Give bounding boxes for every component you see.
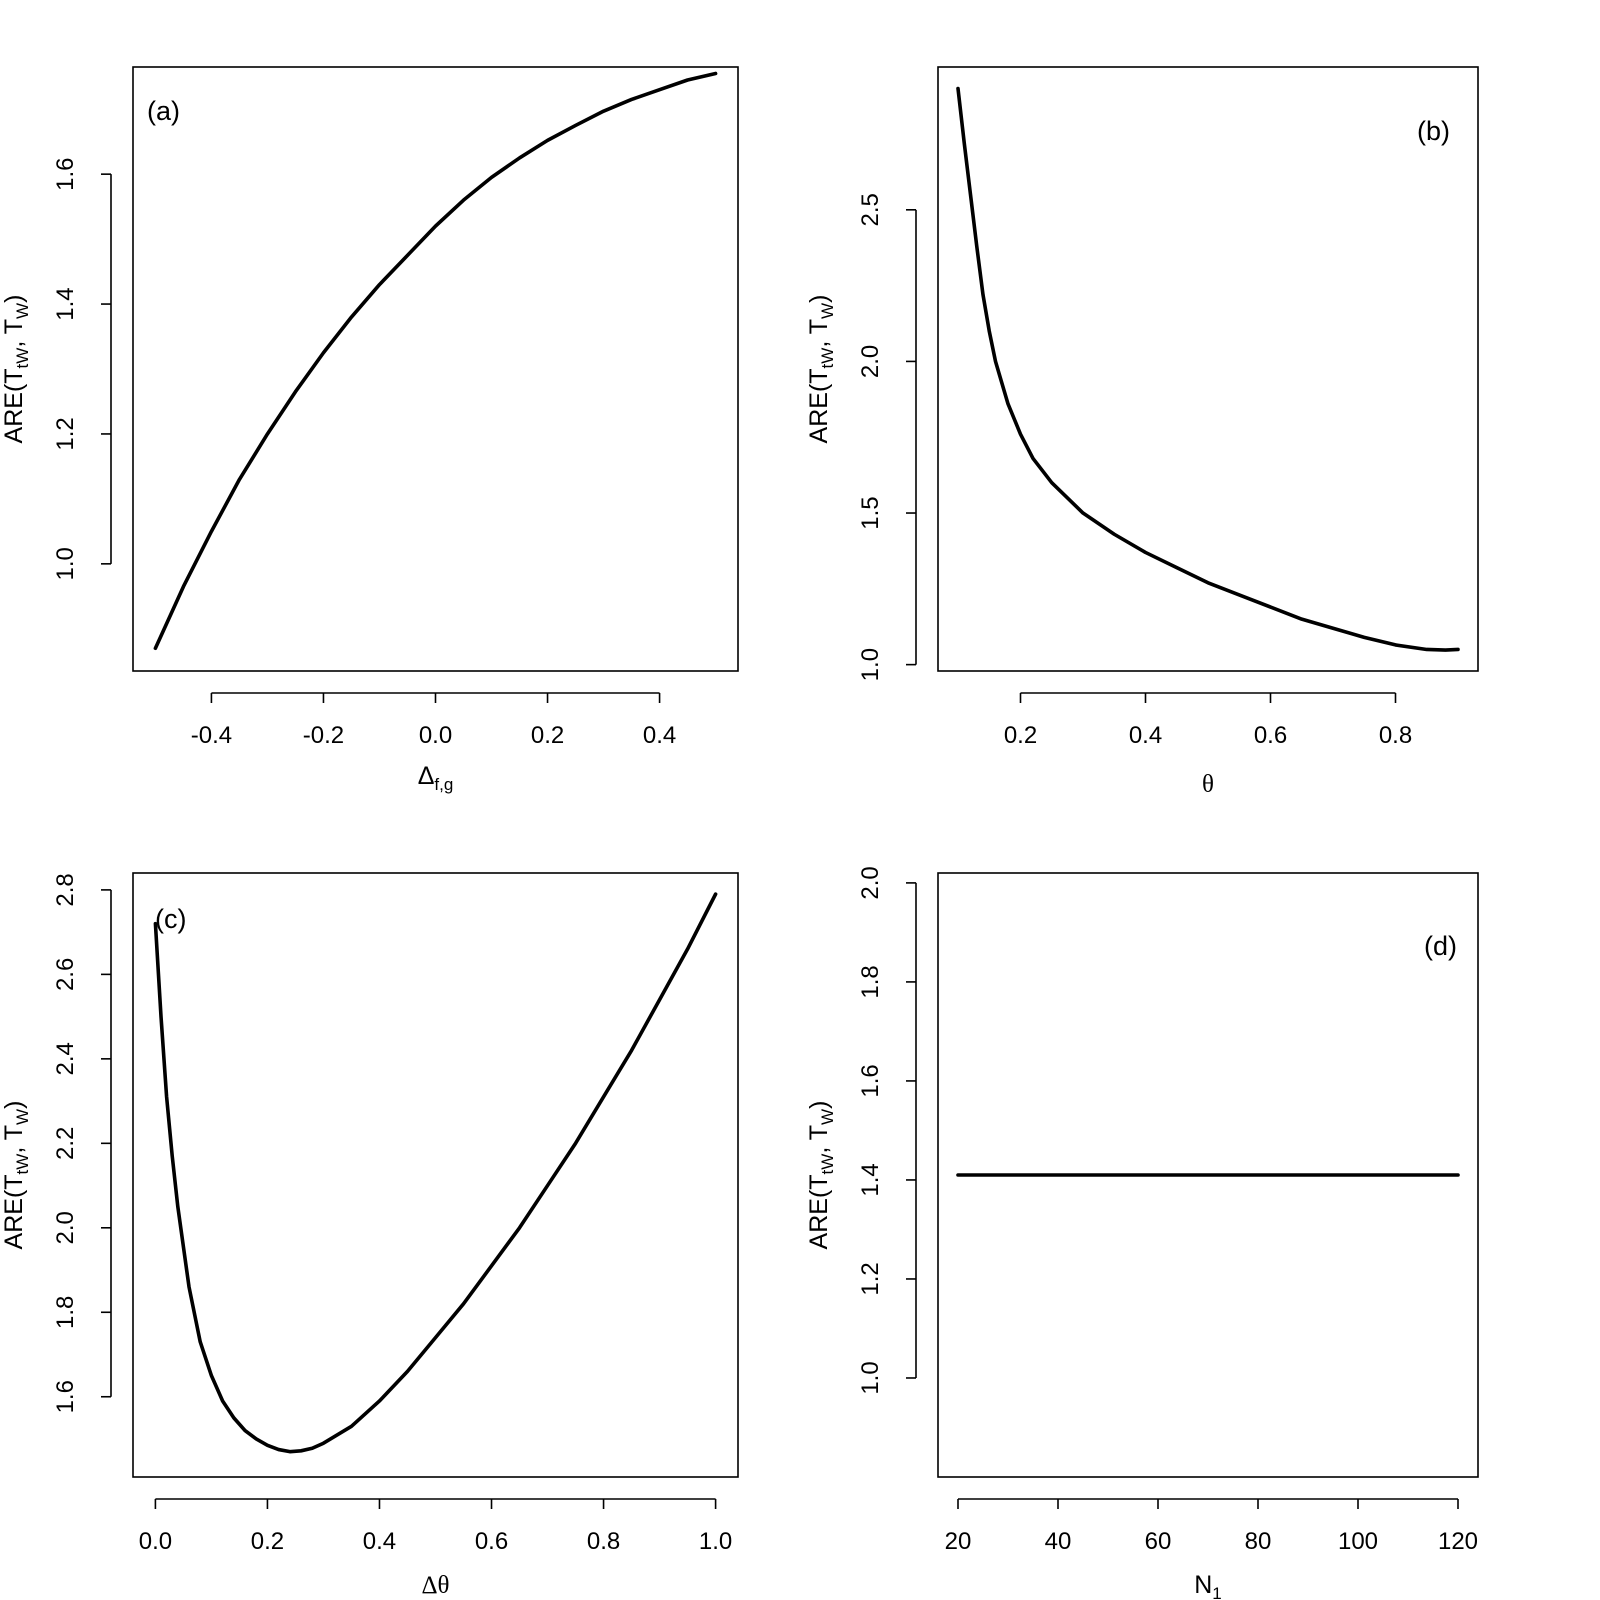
panel-d-y-tick-label: 2.0 (857, 866, 884, 899)
panel-c-y-axis-label: ARE(TtW, TW) (0, 1101, 32, 1250)
panel-d-panel-label: (d) (1424, 931, 1457, 961)
panel-a-y-axis-label: ARE(TtW, TW) (0, 295, 32, 444)
panel-b-series-line (956, 86, 1460, 652)
panel-d-y-tick-label: 1.2 (857, 1262, 884, 1295)
panel-a-y-tick-label: 1.6 (52, 157, 79, 190)
panel-a-panel-label: (a) (147, 96, 180, 126)
panel-c-plot-frame (132, 872, 739, 1478)
panel-c-x-tick-label: 0.8 (587, 1528, 620, 1555)
panel-a: -0.4 -0.2 0.0 0.2 0.4 1.0 1.2 1.4 1.6 ARE(TtW, TW… (0, 66, 739, 794)
panel-a-plot-frame (132, 66, 739, 672)
panel-c-x-tick-label: 0.6 (475, 1528, 508, 1555)
panel-a-x-tick-label: -0.2 (303, 722, 344, 749)
panel-a-series-line (153, 71, 718, 651)
panel-b-y-tick-label: 2.0 (857, 345, 884, 378)
panel-c-y-tick-label: 2.4 (52, 1042, 79, 1075)
panel-a-y-tick-label: 1.2 (52, 417, 79, 450)
panel-b-x-tick-label: 0.6 (1254, 722, 1287, 749)
panel-d-y-tick-label: 1.8 (857, 965, 884, 998)
panel-c-y-tick-label: 1.8 (52, 1296, 79, 1329)
panel-c-x-tick-label: 0.0 (139, 1528, 172, 1555)
panel-b-y-tick-label: 2.5 (857, 193, 884, 226)
panel-d-x-tick-label: 20 (945, 1528, 972, 1555)
panel-d-x-tick-label: 60 (1145, 1528, 1172, 1555)
panel-c-panel-label: (c) (155, 904, 186, 934)
panel-b-plot-frame (937, 66, 1479, 672)
panel-a-x-axis-label: Δf,g (418, 762, 454, 794)
panel-d-y-axis-label: ARE(TtW, TW) (805, 1101, 837, 1250)
panel-a-x-tick-label: 0.0 (419, 722, 452, 749)
panel-d-x-axis-label: N1 (1194, 1571, 1222, 1600)
panel-d-y-tick-label: 1.6 (857, 1064, 884, 1097)
panel-a-x-tick-label: 0.2 (531, 722, 564, 749)
panel-c-x-tick-label: 0.2 (251, 1528, 284, 1555)
panel-c-x-tick-label: 1.0 (699, 1528, 732, 1555)
panel-c-x-tick-label: 0.4 (363, 1528, 396, 1555)
panel-b-x-axis-label: θ (1202, 771, 1214, 798)
panel-d-y-tick-label: 1.0 (857, 1361, 884, 1394)
panel-b-x-tick-label: 0.8 (1379, 722, 1412, 749)
panel-d-y-tick-label: 1.4 (857, 1163, 884, 1196)
panel-c-x-axis-label: Δθ (421, 1572, 449, 1599)
panel-c-y-tick-label: 2.2 (52, 1127, 79, 1160)
panel-d: 20 40 60 80 100 120 1.0 1.2 1.4 1.6 1.8 2.0 ARE(TtW,… (805, 866, 1479, 1600)
panel-d-x-tick-label: 100 (1338, 1528, 1378, 1555)
panel-a-x-tick-label: -0.4 (191, 722, 232, 749)
panel-b: 0.2 0.4 0.6 0.8 1.0 1.5 2.0 2.5 ARE(TtW, TW) θ (b) (805, 66, 1479, 798)
panel-b-x-tick-label: 0.2 (1004, 722, 1037, 749)
panel-d-plot-frame (937, 872, 1479, 1478)
panel-b-panel-label: (b) (1417, 116, 1450, 146)
panel-c-series-line (153, 892, 718, 1454)
panel-d-x-tick-label: 80 (1245, 1528, 1272, 1555)
panel-b-y-tick-label: 1.0 (857, 648, 884, 681)
panel-a-x-tick-label: 0.4 (643, 722, 676, 749)
panel-a-y-tick-label: 1.4 (52, 287, 79, 320)
panel-d-x-tick-label: 120 (1438, 1528, 1478, 1555)
panel-b-y-axis-label: ARE(TtW, TW) (805, 295, 837, 444)
panel-d-x-tick-label: 40 (1045, 1528, 1072, 1555)
panel-c-y-tick-label: 2.0 (52, 1211, 79, 1244)
panel-c: 0.0 0.2 0.4 0.6 0.8 1.0 1.6 1.8 2.0 2.2 2.4 2.6 2.8 A… (0, 872, 739, 1599)
panel-b-x-tick-label: 0.4 (1129, 722, 1162, 749)
panel-c-y-tick-label: 2.8 (52, 873, 79, 906)
panel-c-y-tick-label: 2.6 (52, 958, 79, 991)
panel-a-y-tick-label: 1.0 (52, 547, 79, 580)
panel-c-y-tick-label: 1.6 (52, 1380, 79, 1413)
panel-b-y-tick-label: 1.5 (857, 496, 884, 529)
